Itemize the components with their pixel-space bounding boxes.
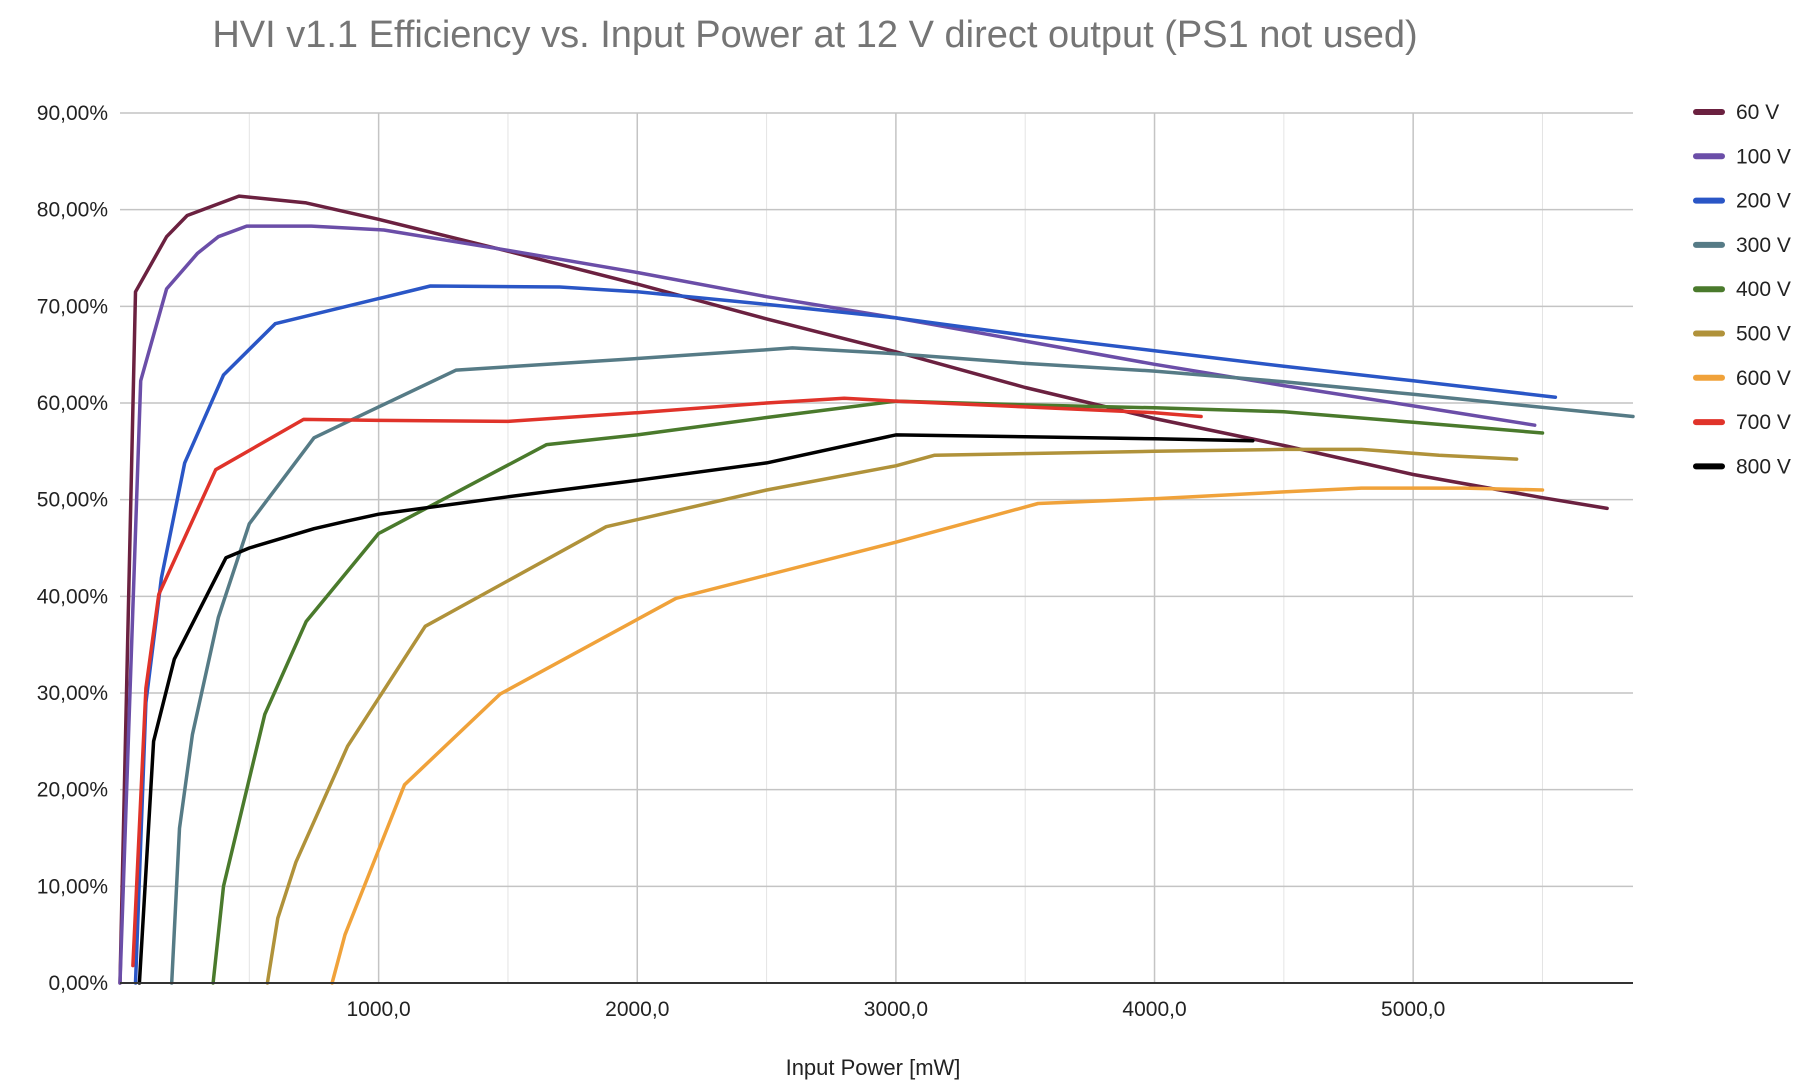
- x-axis-title: Input Power [mW]: [786, 1055, 961, 1080]
- axes: 0,00% 10,00% 20,00% 30,00% 40,00% 50,00% 60,00…: [37, 102, 1633, 1021]
- legend-label: 700 V: [1736, 411, 1791, 434]
- series-line-200v: [133, 284, 1558, 985]
- x-tick-label: 2000,0: [605, 998, 669, 1021]
- series-line-700v: [131, 396, 1203, 968]
- legend-item[interactable]: 200 V: [1693, 190, 1791, 213]
- series-line-500v: [265, 447, 1519, 985]
- legend-item[interactable]: 600 V: [1693, 367, 1791, 390]
- series-lines: [118, 194, 1635, 985]
- chart-title: HVI v1.1 Efficiency vs. Input Power at 1…: [212, 14, 1418, 56]
- legend: 60 V 100 V 200 V 300 V 400 V 500 V 600 V 700 V 8…: [1693, 101, 1791, 478]
- y-tick-label: 20,00%: [37, 779, 108, 802]
- legend-label: 400 V: [1736, 278, 1791, 301]
- y-tick-label: 90,00%: [37, 102, 108, 125]
- x-tick-label: 4000,0: [1122, 998, 1186, 1021]
- legend-label: 300 V: [1736, 234, 1791, 257]
- y-tick-label: 30,00%: [37, 682, 108, 705]
- series-line-800v: [137, 433, 1255, 985]
- legend-label: 100 V: [1736, 145, 1791, 168]
- x-tick-label: 1000,0: [347, 998, 411, 1021]
- legend-label: 500 V: [1736, 323, 1791, 346]
- y-tick-label: 50,00%: [37, 489, 108, 512]
- y-tick-label: 80,00%: [37, 199, 108, 222]
- legend-label: 600 V: [1736, 367, 1791, 390]
- x-tick-label: 5000,0: [1381, 998, 1445, 1021]
- y-tick-label: 70,00%: [37, 295, 108, 318]
- series-line-300v: [169, 346, 1635, 985]
- y-tick-label: 0,00%: [48, 972, 108, 995]
- series-line-100v: [118, 224, 1537, 985]
- x-tick-label: 3000,0: [864, 998, 928, 1021]
- legend-label: 800 V: [1736, 455, 1791, 478]
- series-line-400v: [211, 399, 1545, 985]
- legend-item[interactable]: 300 V: [1693, 234, 1791, 257]
- y-tick-label: 60,00%: [37, 392, 108, 415]
- grid-lines: [120, 112, 1633, 983]
- legend-item[interactable]: 60 V: [1693, 101, 1779, 124]
- legend-item[interactable]: 700 V: [1693, 411, 1791, 434]
- legend-item[interactable]: 400 V: [1693, 278, 1791, 301]
- series-line-600v: [330, 486, 1545, 985]
- legend-label: 60 V: [1736, 101, 1779, 124]
- legend-item[interactable]: 800 V: [1693, 455, 1791, 478]
- series-line-60v: [118, 194, 1609, 985]
- legend-label: 200 V: [1736, 190, 1791, 213]
- y-tick-label: 40,00%: [37, 585, 108, 608]
- legend-item[interactable]: 100 V: [1693, 145, 1791, 168]
- y-tick-label: 10,00%: [37, 875, 108, 898]
- legend-item[interactable]: 500 V: [1693, 323, 1791, 346]
